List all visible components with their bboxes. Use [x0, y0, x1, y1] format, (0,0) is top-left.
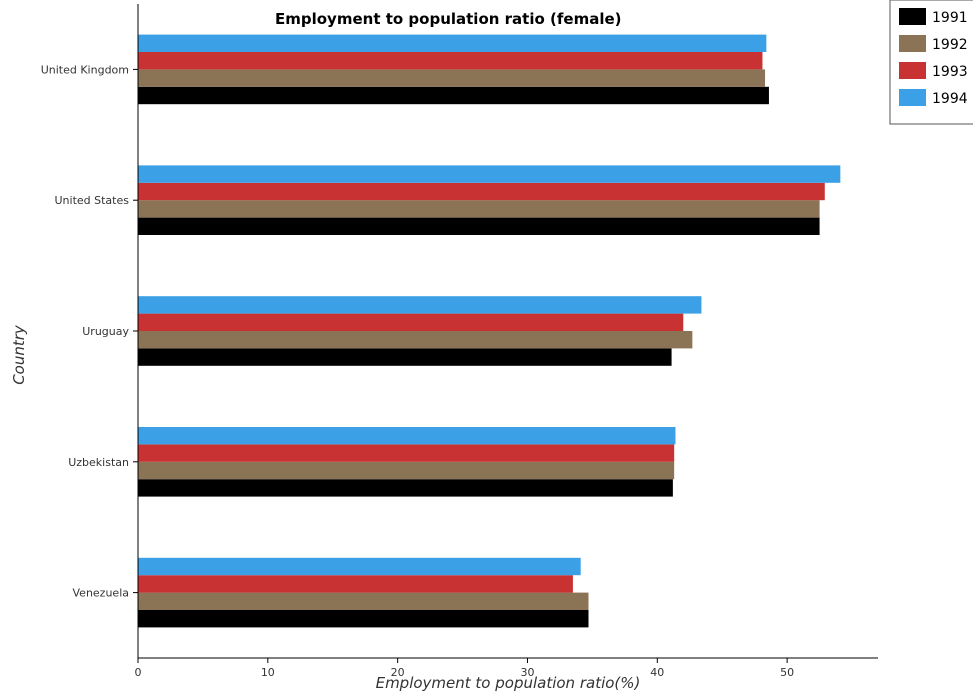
legend-label-1993: 1993	[932, 64, 968, 80]
legend-swatch-1991	[899, 8, 926, 25]
y-tick-label: Uzbekistan	[68, 456, 129, 469]
bar-united-kingdom-1991	[138, 86, 769, 105]
bar-united-kingdom-1993	[138, 52, 763, 70]
bar-venezuela-1994	[138, 557, 581, 576]
bar-uruguay-1991	[138, 348, 672, 366]
legend-swatch-1994	[899, 89, 926, 106]
bar-uzbekistan-1994	[138, 427, 676, 445]
y-tick-label: United Kingdom	[41, 63, 129, 76]
legend-swatch-1993	[899, 62, 926, 79]
legend: 1991 1992 1993 1994	[889, 0, 973, 125]
bar-uruguay-1992	[138, 331, 693, 349]
bar-united-states-1993	[138, 182, 825, 201]
bar-venezuela-1992	[138, 592, 589, 610]
y-tick-label: Venezuela	[73, 587, 130, 600]
legend-label-1992: 1992	[932, 37, 968, 53]
x-tick-label: 40	[650, 666, 664, 679]
y-tick-label: United States	[55, 194, 130, 207]
bar-uruguay-1993	[138, 313, 684, 331]
x-tick-label: 30	[520, 666, 534, 679]
y-axis-label: Country	[10, 324, 28, 385]
legend-swatch-1992	[899, 35, 926, 52]
bar-venezuela-1991	[138, 610, 589, 628]
y-tick-label: Uruguay	[82, 325, 129, 338]
bar-uruguay-1994	[138, 296, 702, 314]
x-tick-label: 0	[135, 666, 142, 679]
bar-uzbekistan-1993	[138, 444, 675, 462]
bar-united-states-1992	[138, 200, 820, 218]
bar-uzbekistan-1991	[138, 479, 673, 497]
legend-label-1991: 1991	[932, 10, 968, 26]
bar-united-states-1991	[138, 217, 820, 235]
x-tick-label: 50	[780, 666, 794, 679]
plot-area	[138, 34, 841, 628]
x-axis-label: Employment to population ratio(%)	[376, 674, 641, 692]
bar-venezuela-1993	[138, 575, 573, 593]
x-tick-label: 10	[261, 666, 275, 679]
chart-title: Employment to population ratio (female)	[275, 10, 622, 28]
legend-label-1994: 1994	[932, 91, 968, 107]
x-tick-label: 20	[391, 666, 405, 679]
axes: 0 10 20 30 40 50 United Kingdom United States Ur…	[41, 4, 878, 679]
bar-united-kingdom-1992	[138, 69, 766, 87]
bar-uzbekistan-1992	[138, 461, 675, 480]
bar-united-states-1994	[138, 165, 841, 183]
bar-united-kingdom-1994	[138, 34, 767, 52]
